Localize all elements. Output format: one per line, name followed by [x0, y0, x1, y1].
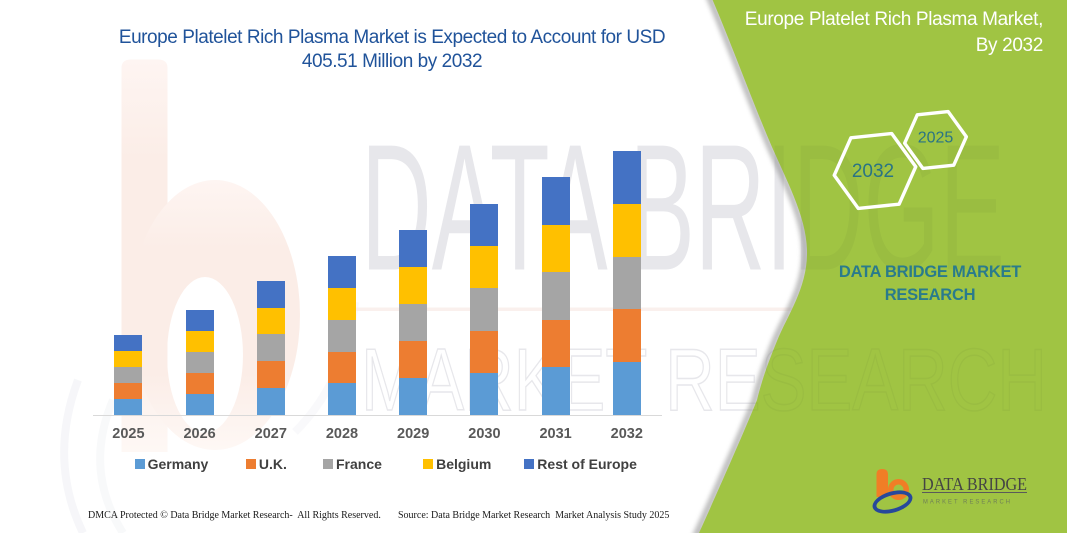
- svg-text:DATA BRIDGE: DATA BRIDGE: [922, 474, 1027, 494]
- svg-text:MARKET RESEARCH: MARKET RESEARCH: [923, 499, 1012, 506]
- svg-text:2032: 2032: [852, 161, 894, 182]
- svg-text:2025: 2025: [918, 130, 954, 147]
